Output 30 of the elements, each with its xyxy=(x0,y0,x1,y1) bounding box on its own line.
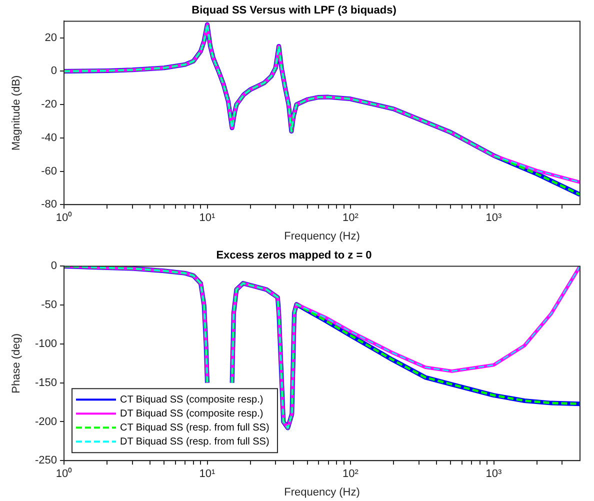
x-tick-label: 10¹ xyxy=(199,212,216,224)
y-tick-label: -60 xyxy=(41,165,57,178)
y-tick-label: 20 xyxy=(44,32,57,44)
y-tick-label: -200 xyxy=(34,416,57,428)
legend-label: DT Biquad SS (composite resp.) xyxy=(120,408,264,420)
y-tick-label: -100 xyxy=(34,338,57,350)
x-tick-label: 10² xyxy=(342,468,359,480)
y-tick-label: -150 xyxy=(34,376,57,389)
x-axis-title: Frequency (Hz) xyxy=(284,230,360,242)
chart-title: Biquad SS Versus with LPF (3 biquads) xyxy=(192,4,397,17)
y-tick-label: 0 xyxy=(50,65,57,78)
y-tick-label: 0 xyxy=(50,260,57,272)
y-tick-label: -80 xyxy=(41,198,57,211)
y-axis-title: Phase (deg) xyxy=(10,333,23,394)
y-axis-title: Magnitude (dB) xyxy=(10,75,23,151)
x-tick-label: 10³ xyxy=(486,468,502,480)
y-tick-label: -40 xyxy=(41,132,57,144)
chart-title: Excess zeros mapped to z = 0 xyxy=(216,250,372,262)
legend-label: DT Biquad SS (resp. from full SS) xyxy=(120,436,270,448)
x-tick-label: 10⁰ xyxy=(56,211,72,224)
x-tick-label: 10³ xyxy=(486,212,502,224)
y-tick-label: -250 xyxy=(34,454,57,467)
legend-label: CT Biquad SS (resp. from full SS) xyxy=(120,422,270,434)
y-tick-label: -50 xyxy=(41,299,57,312)
legend-label: CT Biquad SS (composite resp.) xyxy=(120,394,264,406)
x-tick-label: 10² xyxy=(342,212,359,224)
y-tick-label: -20 xyxy=(41,98,57,111)
x-axis-title: Frequency (Hz) xyxy=(284,486,360,498)
x-tick-label: 10⁰ xyxy=(56,467,72,480)
x-tick-label: 10¹ xyxy=(199,468,216,480)
